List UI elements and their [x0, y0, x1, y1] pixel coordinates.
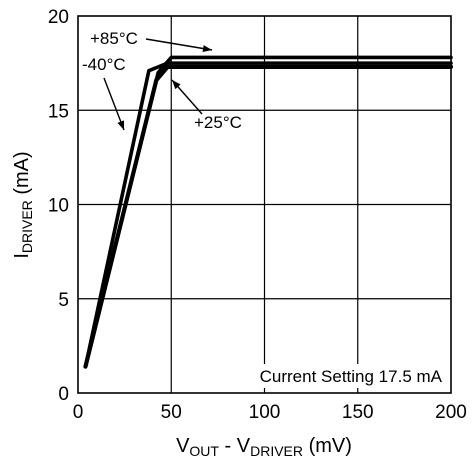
series-layer [83, 55, 454, 369]
x-tick-label: 100 [249, 402, 281, 423]
x-tick-label: 200 [435, 402, 467, 423]
series-line [83, 61, 453, 369]
annotation-label: +25°C [194, 113, 242, 132]
x-tick-label: 50 [161, 402, 182, 423]
x-tick-labels: 0 50 100 150 200 [73, 402, 467, 423]
annotation-arrowhead [172, 80, 181, 90]
y-tick-label: 10 [48, 196, 69, 217]
annotation-label: +85°C [90, 29, 138, 48]
grid-lines [78, 16, 451, 393]
plot-frame [77, 15, 452, 394]
y-tick-label: 0 [58, 384, 69, 405]
y-tick-label: 15 [48, 101, 69, 122]
x-tick-label: 0 [73, 402, 84, 423]
current-setting-note: Current Setting 17.5 mA [260, 367, 443, 386]
y-axis-title: IDRIVER (mA) [11, 151, 35, 258]
y-tick-label: 5 [58, 290, 69, 311]
annotations: +85°C -40°C +25°C [82, 29, 242, 132]
annotation-arrowhead [202, 45, 212, 52]
annotation-arrowhead [117, 120, 125, 130]
series-line [83, 64, 454, 369]
annotation-leader [145, 38, 213, 51]
annotation-leader [103, 77, 125, 131]
y-tick-labels: 0 5 10 15 20 [48, 7, 69, 405]
x-axis-title: VOUT - VDRIVER (mV) [176, 435, 352, 459]
x-tick-label: 150 [342, 402, 374, 423]
annotation-label: -40°C [82, 55, 126, 74]
y-tick-label: 20 [48, 7, 69, 28]
note-background [232, 364, 446, 388]
